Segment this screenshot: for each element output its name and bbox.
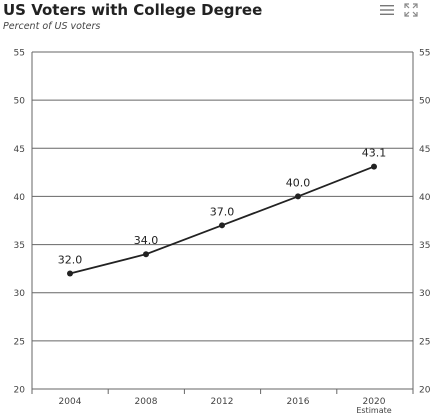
- x-tick-label: 2008: [135, 397, 158, 407]
- y-tick-label-right: 40: [419, 193, 431, 203]
- x-tick-label: 2004: [59, 397, 82, 407]
- data-label: 43.1: [362, 147, 387, 160]
- x-tick-label: 2012: [211, 397, 234, 407]
- y-tick-label-right: 25: [419, 337, 430, 347]
- data-label: 34.0: [134, 234, 159, 247]
- grid-lines: [31, 51, 414, 394]
- y-tick-label-left: 25: [14, 337, 25, 347]
- y-tick-label-right: 45: [419, 145, 430, 155]
- data-point: [371, 163, 377, 170]
- data-point: [295, 193, 301, 200]
- y-tick-label-left: 20: [14, 386, 26, 396]
- y-tick-label-left: 55: [14, 49, 25, 59]
- data-point: [143, 251, 149, 258]
- y-tick-label-left: 30: [14, 289, 26, 299]
- y-tick-label-right: 35: [419, 241, 430, 251]
- x-tick-sublabel: Estimate: [356, 406, 391, 415]
- y-axis-ticks: 20 20 25 25 30 30 35 35 40 40 45 45 50 50 55 55: [14, 49, 431, 396]
- data-point: [219, 222, 225, 229]
- y-tick-label-left: 35: [14, 241, 25, 251]
- x-tick-label: 2020: [363, 397, 386, 407]
- y-tick-label-left: 45: [14, 145, 25, 155]
- hamburger-menu-icon[interactable]: [379, 2, 395, 18]
- y-tick-label-right: 55: [419, 49, 430, 59]
- data-point: [67, 270, 73, 277]
- fullscreen-expand-icon[interactable]: [403, 2, 419, 18]
- chart-title: US Voters with College Degree: [3, 1, 263, 19]
- data-label: 40.0: [286, 176, 311, 189]
- series-layer: 32.0 34.0 37.0 40.0 43.1: [58, 147, 387, 277]
- y-tick-label-left: 50: [14, 97, 26, 107]
- y-tick-label-right: 20: [419, 386, 431, 396]
- y-tick-label-right: 50: [419, 97, 431, 107]
- data-label: 32.0: [58, 253, 83, 266]
- data-label: 37.0: [210, 205, 235, 218]
- y-tick-label-right: 30: [419, 289, 431, 299]
- x-tick-label: 2016: [287, 397, 310, 407]
- chart-subtitle: Percent of US voters: [3, 21, 101, 32]
- series-line: [69, 165, 375, 275]
- y-tick-label-left: 40: [14, 193, 26, 203]
